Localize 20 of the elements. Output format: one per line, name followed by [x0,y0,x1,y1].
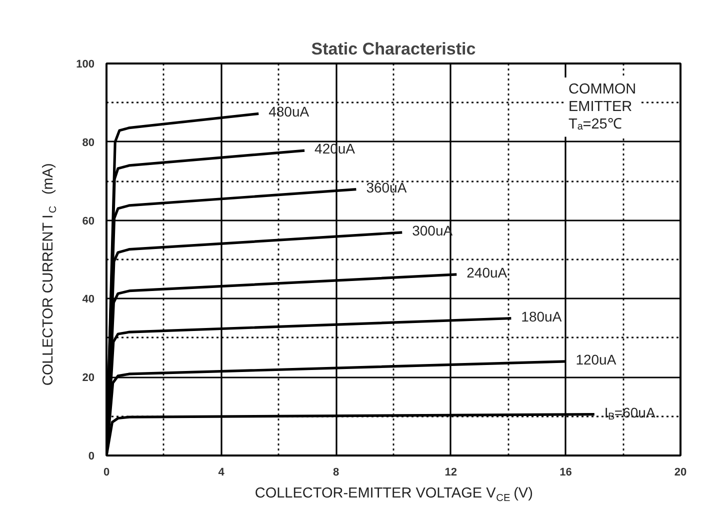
series-label: 360uA [366,179,408,196]
series-label: 480uA [268,104,310,120]
x-tick-label: 0 [103,466,110,478]
y-tick-label: 60 [82,215,95,228]
annotation: COMMON EMITTER Tₐ=25℃ [568,82,636,133]
y-tick-label: 80 [82,136,95,149]
chart-title: Static Characteristic [311,40,476,58]
y-tick-label: 40 [82,294,95,306]
x-tick-label: 16 [560,466,572,478]
y-tick-label: 100 [76,58,95,70]
x-tick-label: 20 [674,466,687,478]
series-label: 120uA [576,351,617,368]
series-label: 240uA [466,264,508,280]
x-tick-label: 4 [218,466,226,478]
x-tick-label: 12 [444,466,458,478]
series-label: 180uA [521,308,562,324]
x-tick-label: 8 [333,466,340,478]
y-tick-label: 0 [88,450,95,462]
y-axis-title: COLLECTOR CURRENT IC (mA) [40,163,60,386]
y-tick-label: 20 [82,372,95,384]
